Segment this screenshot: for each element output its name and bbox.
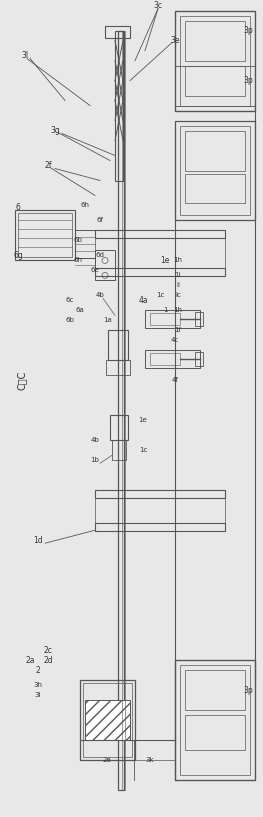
Text: C－C: C－C (17, 371, 27, 390)
Bar (195, 352, 203, 366)
Bar (106, 360, 130, 375)
Text: 4a: 4a (138, 296, 148, 305)
Text: 2d: 2d (43, 655, 53, 664)
Text: 1i: 1i (175, 272, 181, 279)
Text: 3p: 3p (243, 26, 253, 35)
Text: 6h: 6h (80, 203, 89, 208)
Text: 3e: 3e (170, 36, 180, 45)
Text: 1f: 1f (174, 328, 181, 333)
Text: 1h: 1h (174, 257, 183, 263)
Text: 2f: 2f (44, 161, 52, 170)
Text: 1: 1 (163, 307, 167, 314)
Bar (145, 350, 200, 368)
Text: 6c: 6c (66, 297, 74, 303)
Text: 6h: 6h (74, 257, 83, 263)
Text: 4b: 4b (91, 437, 99, 444)
Bar (185, 670, 245, 710)
Text: 6e: 6e (91, 267, 99, 274)
Text: 1e: 1e (160, 256, 170, 265)
Bar (185, 65, 245, 96)
Bar (180, 665, 250, 775)
Text: li: li (176, 283, 180, 288)
Bar (95, 251, 115, 280)
Bar (185, 131, 245, 171)
Text: 1b: 1b (90, 458, 99, 463)
Text: 6b: 6b (74, 238, 83, 243)
Text: 2e: 2e (103, 757, 111, 763)
Text: 1a: 1a (104, 317, 112, 324)
Bar (185, 173, 245, 203)
Bar (108, 330, 128, 360)
Bar (180, 126, 250, 216)
Bar (18, 213, 72, 257)
Text: 3g: 3g (50, 126, 60, 135)
Bar (95, 523, 225, 531)
Bar (85, 700, 130, 740)
Text: 1c: 1c (156, 292, 164, 298)
Text: 1h: 1h (174, 307, 183, 314)
Text: 6a: 6a (76, 307, 84, 314)
Text: 2a: 2a (25, 655, 35, 664)
Bar (122, 30, 125, 790)
Bar (95, 239, 225, 269)
Text: 1d: 1d (33, 536, 43, 545)
Text: 4c: 4c (171, 337, 179, 343)
Text: 2c: 2c (44, 645, 53, 654)
Bar (185, 20, 245, 60)
Text: 4b: 4b (96, 292, 104, 298)
Text: 6d: 6d (95, 252, 104, 258)
Text: 6g: 6g (13, 251, 23, 260)
Bar (83, 683, 132, 757)
Bar (185, 715, 245, 750)
Text: 6b: 6b (65, 317, 74, 324)
Bar (95, 230, 225, 239)
Text: 3p: 3p (243, 76, 253, 85)
Text: 6f: 6f (97, 217, 104, 224)
Text: 3p: 3p (243, 685, 253, 694)
Bar (15, 211, 75, 261)
Bar (180, 16, 250, 105)
Text: 6: 6 (16, 203, 21, 212)
Bar (115, 30, 123, 181)
Bar (112, 440, 126, 460)
Text: 3i: 3i (35, 692, 41, 698)
Bar (80, 680, 135, 760)
Text: lc: lc (175, 292, 181, 298)
Bar (95, 498, 225, 523)
Text: 4f: 4f (171, 377, 178, 383)
Bar (110, 415, 128, 440)
Text: 2: 2 (36, 666, 41, 675)
Bar (95, 269, 225, 276)
Text: 3c: 3c (154, 1, 163, 10)
Bar (118, 30, 124, 790)
Bar (95, 490, 225, 498)
Text: 3h: 3h (34, 682, 43, 688)
Text: 1e: 1e (139, 417, 147, 423)
Text: 1c: 1c (139, 447, 147, 453)
Bar (175, 11, 255, 110)
Text: 3k: 3k (146, 757, 154, 763)
Bar (175, 660, 255, 780)
Bar (145, 310, 200, 328)
Bar (105, 25, 130, 38)
Bar (150, 354, 180, 365)
Text: 3l: 3l (22, 51, 29, 60)
Bar (175, 121, 255, 221)
Bar (195, 312, 203, 326)
Bar (150, 314, 180, 325)
